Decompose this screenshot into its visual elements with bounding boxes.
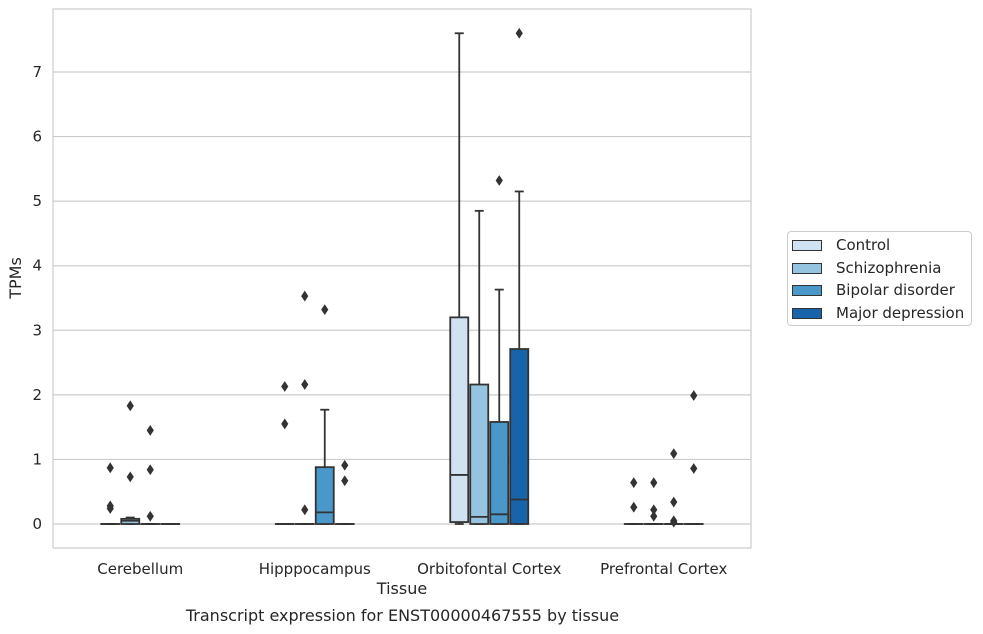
legend-item-schizophrenia: Schizophrenia [792, 258, 941, 278]
x-tick-label-2: Hipppocampus [259, 560, 371, 578]
y-tick-label-7: 7 [32, 63, 42, 81]
outlier-point [146, 510, 154, 522]
plot-frame [52, 8, 752, 549]
box-body [449, 316, 470, 523]
outlier-point [630, 501, 638, 513]
y-tick-labels: 0 1 2 3 4 5 6 7 [32, 63, 42, 533]
outlier-point [650, 504, 658, 516]
outlier-point [106, 503, 114, 514]
x-tick-labels: Cerebellum Hipppocampus Orbitofontal Corte… [97, 560, 727, 578]
box-4-1 [623, 477, 644, 525]
legend-label-major-depression: Major depression [836, 304, 965, 322]
legend-label-control: Control [836, 236, 891, 254]
outlier-point [146, 424, 154, 436]
figure-caption: Transcript expression for ENST0000046755… [185, 606, 620, 625]
legend-label-bipolar-disorder: Bipolar disorder [836, 281, 955, 299]
outlier-point [301, 379, 309, 390]
y-tick-label-2: 2 [32, 386, 42, 404]
outlier-point [301, 504, 309, 516]
outlier-point [515, 27, 523, 39]
box-2-1 [274, 381, 295, 525]
gridlines [53, 71, 751, 525]
legend-item-control: Control [792, 235, 890, 255]
outlier-point [341, 475, 349, 487]
box-4-4 [683, 390, 704, 525]
box-body [314, 466, 335, 525]
box-layer [100, 27, 704, 528]
box-1-2 [120, 400, 141, 525]
outlier-point [281, 418, 289, 430]
y-tick-label-6: 6 [32, 128, 42, 146]
box-3-1 [449, 32, 470, 525]
outlier-point [126, 471, 134, 483]
x-tick-label-1: Cerebellum [97, 560, 183, 578]
box-4-3 [663, 448, 684, 528]
x-axis-title: Tissue [376, 579, 427, 598]
box-3-4 [509, 27, 530, 525]
y-tick-label-4: 4 [32, 257, 42, 275]
outlier-point [341, 459, 349, 471]
box-4-2 [643, 477, 664, 525]
box-body [469, 383, 490, 525]
outlier-point [126, 400, 134, 412]
y-tick-label-1: 1 [32, 450, 42, 468]
box-1-3 [140, 424, 161, 525]
outlier-point [670, 516, 678, 528]
outlier-point [281, 381, 289, 392]
y-tick-label-3: 3 [32, 321, 42, 339]
y-tick-label-0: 0 [32, 515, 42, 533]
box-2-2 [294, 290, 315, 525]
outlier-point [650, 510, 658, 522]
box-2-3 [314, 304, 335, 525]
legend-item-bipolar-disorder: Bipolar disorder [792, 280, 955, 300]
legend-swatch-control [792, 239, 822, 251]
y-axis-title: TPMs [6, 257, 25, 300]
box-2-4 [334, 459, 355, 525]
outlier-point [146, 464, 154, 476]
outlier-point [690, 463, 698, 474]
x-tick-label-4: Prefrontal Cortex [600, 560, 727, 578]
legend-label-schizophrenia: Schizophrenia [836, 259, 942, 277]
outlier-point [321, 304, 329, 316]
box-3-3 [489, 175, 510, 525]
legend-swatch-bipolar-disorder [792, 284, 822, 296]
outlier-point [106, 462, 114, 474]
box-3-2 [469, 209, 490, 525]
box-body [509, 348, 530, 525]
box-1-1 [100, 462, 121, 525]
outlier-point [670, 496, 678, 508]
legend-item-major-depression: Major depression [792, 303, 964, 323]
x-tick-label-3: Orbitofontal Cortex [417, 560, 561, 578]
legend: Control Schizophrenia Bipolar disorder M… [787, 231, 972, 326]
outlier-point [690, 390, 698, 401]
legend-swatch-major-depression [792, 307, 822, 319]
outlier-point [301, 290, 309, 302]
box-body [489, 421, 510, 525]
outlier-point [670, 448, 678, 460]
outlier-point [630, 477, 638, 489]
outlier-point [495, 175, 503, 186]
outlier-point [650, 477, 658, 489]
y-tick-label-5: 5 [32, 192, 42, 210]
legend-swatch-schizophrenia [792, 262, 822, 274]
